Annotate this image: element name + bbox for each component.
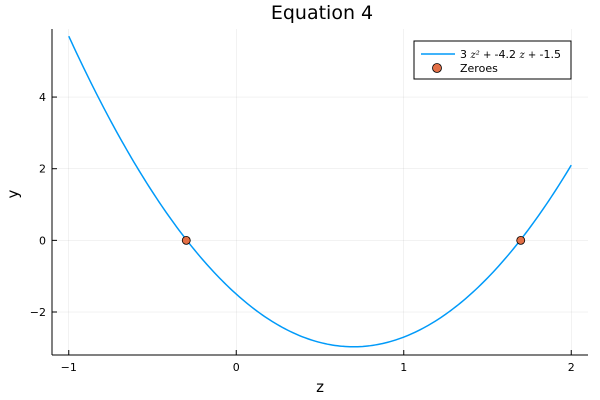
legend-line-label-mid: -4.2 [495,48,520,61]
y-tick-label: 2 [39,163,46,176]
legend-line-label: 3 z² + -4.2 z + -1.5 [460,48,561,61]
y-tick-label: −2 [30,306,46,319]
zero-point [516,235,526,245]
legend-marker-swatch [432,63,442,73]
x-tick-label: 1 [400,361,407,374]
legend-line-label-math-2: z + [518,50,539,61]
axes [51,29,588,356]
chart-title: Equation 4 [271,2,373,24]
x-tick-label: 2 [568,361,575,374]
legend-line-label-suffix: -1.5 [540,48,561,61]
x-tick-label: −1 [61,361,77,374]
y-tick-label: 0 [39,234,46,247]
legend: 3 z² + -4.2 z + -1.5 Zeroes [413,40,572,80]
grid [52,29,588,355]
legend-line-label-math-1: z² + [470,50,495,61]
x-tick-label: 0 [233,361,240,374]
x-axis-title: z [316,378,324,396]
zero-point [181,235,191,245]
ticks: −1 0 1 2 −2 0 2 4 [30,91,575,374]
series [68,35,572,348]
series-line [68,35,572,348]
y-tick-label: 4 [39,91,46,104]
legend-scatter-label: Zeroes [460,62,498,75]
y-axis-title: y [4,189,22,198]
legend-line-label-prefix: 3 [460,48,471,61]
legend-box [413,40,572,80]
